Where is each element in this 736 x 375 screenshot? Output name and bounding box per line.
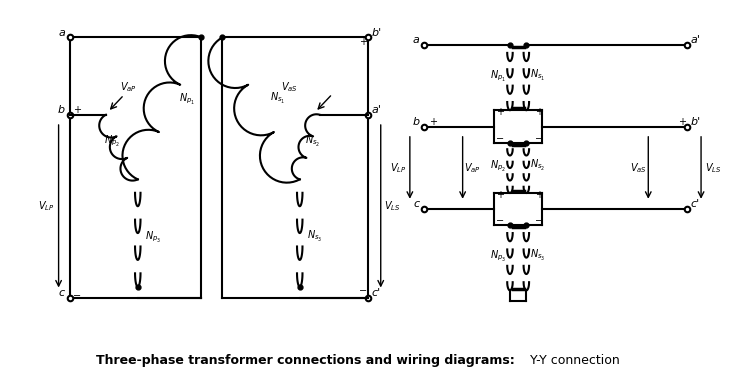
Text: $N_{s_2}$: $N_{s_2}$ bbox=[530, 158, 545, 173]
Text: a': a' bbox=[372, 105, 381, 115]
Text: +: + bbox=[496, 190, 504, 200]
Text: −: − bbox=[496, 216, 504, 226]
Text: b: b bbox=[413, 117, 420, 127]
Text: −: − bbox=[359, 286, 367, 296]
Text: $V_{aP}$: $V_{aP}$ bbox=[464, 161, 481, 175]
Text: −: − bbox=[496, 134, 504, 144]
Text: c: c bbox=[414, 199, 420, 209]
Text: a': a' bbox=[690, 35, 700, 45]
Text: c: c bbox=[59, 288, 65, 298]
Text: $N_{p_1}$: $N_{p_1}$ bbox=[179, 91, 195, 106]
Text: a: a bbox=[58, 28, 65, 38]
Text: −: − bbox=[429, 205, 437, 214]
Text: Three-phase transformer connections and wiring diagrams:: Three-phase transformer connections and … bbox=[96, 354, 514, 367]
Text: $V_{aS}$: $V_{aS}$ bbox=[629, 161, 646, 175]
Text: $V_{aS}$: $V_{aS}$ bbox=[280, 80, 297, 94]
Text: +: + bbox=[496, 107, 504, 117]
Text: $V_{aP}$: $V_{aP}$ bbox=[119, 80, 136, 94]
Text: $N_{p_2}$: $N_{p_2}$ bbox=[490, 158, 506, 173]
Text: +: + bbox=[536, 190, 543, 200]
Text: $N_{s_1}$: $N_{s_1}$ bbox=[270, 91, 286, 106]
Text: +: + bbox=[536, 107, 543, 117]
Text: a: a bbox=[413, 35, 420, 45]
Text: −: − bbox=[73, 291, 81, 301]
Text: $V_{LP}$: $V_{LP}$ bbox=[389, 161, 406, 175]
Text: +: + bbox=[679, 117, 686, 127]
Text: −: − bbox=[536, 216, 544, 226]
Text: +: + bbox=[73, 105, 81, 115]
Text: $N_{p_3}$: $N_{p_3}$ bbox=[490, 248, 506, 263]
Text: $V_{LS}$: $V_{LS}$ bbox=[384, 200, 401, 213]
Text: +: + bbox=[359, 37, 367, 47]
Text: $N_{s_3}$: $N_{s_3}$ bbox=[530, 248, 545, 263]
Text: Y-Y connection: Y-Y connection bbox=[526, 354, 620, 367]
Text: −: − bbox=[536, 134, 544, 144]
Text: $N_{s_3}$: $N_{s_3}$ bbox=[307, 228, 322, 244]
Text: b': b' bbox=[372, 28, 382, 38]
Text: c': c' bbox=[372, 288, 381, 298]
Text: c': c' bbox=[690, 199, 699, 209]
Text: $N_{s_2}$: $N_{s_2}$ bbox=[305, 134, 321, 149]
Text: $N_{s_1}$: $N_{s_1}$ bbox=[530, 68, 545, 82]
Text: b': b' bbox=[690, 117, 700, 127]
Text: b: b bbox=[58, 105, 65, 115]
Text: $V_{LP}$: $V_{LP}$ bbox=[38, 200, 55, 213]
Text: $V_{LS}$: $V_{LS}$ bbox=[704, 161, 721, 175]
Text: $N_{p_1}$: $N_{p_1}$ bbox=[490, 68, 506, 82]
Text: −: − bbox=[679, 205, 687, 214]
Text: $N_{p_2}$: $N_{p_2}$ bbox=[104, 133, 120, 148]
Text: $N_{p_3}$: $N_{p_3}$ bbox=[145, 229, 161, 244]
Text: +: + bbox=[429, 117, 437, 127]
